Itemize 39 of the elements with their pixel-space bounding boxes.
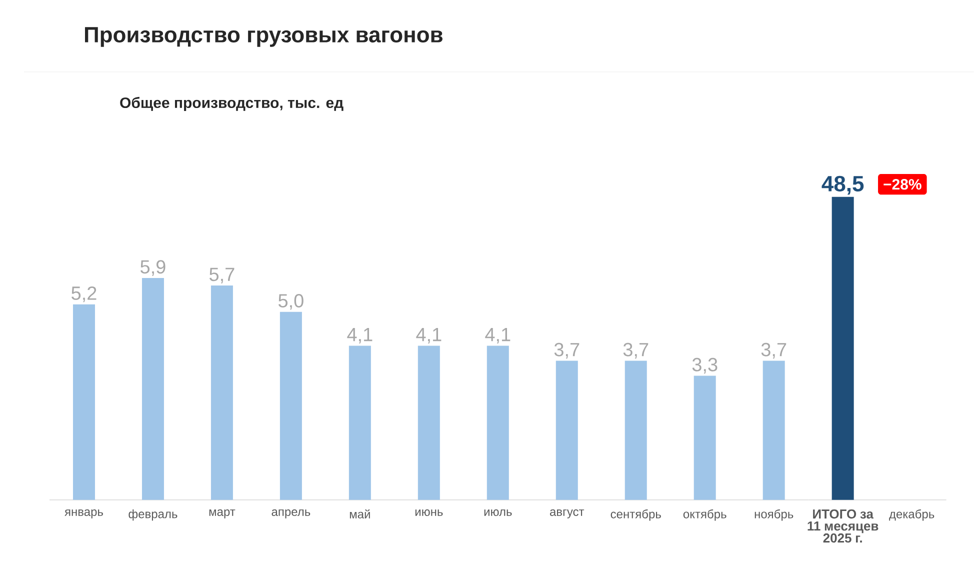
bar — [72, 304, 95, 500]
x-tick-label: январь — [64, 509, 103, 518]
data-label: 4,1 — [347, 328, 372, 344]
bar — [694, 376, 716, 500]
bar — [348, 346, 371, 500]
data-label: 5,7 — [210, 268, 234, 284]
bar — [210, 286, 233, 500]
bar — [142, 278, 164, 500]
x-tick-label: июль — [484, 509, 512, 516]
data-label: 48,5 — [822, 176, 864, 195]
data-label: 5,2 — [72, 286, 96, 302]
data-label: 3,7 — [554, 342, 580, 359]
data-label: 3,3 — [692, 358, 718, 374]
x-tick-label: декабрь — [889, 509, 934, 521]
x-tick-label: октябрь — [683, 509, 726, 521]
x-tick-label: ИТОГО за 11 месяцев 2025 г. — [808, 509, 878, 543]
data-label: 4,1 — [416, 328, 442, 344]
data-label: 4,1 — [485, 328, 510, 344]
x-tick-label: сентябрь — [610, 509, 661, 521]
x-tick-label: август — [550, 509, 584, 518]
bar — [624, 360, 647, 500]
chart-title: Производство грузовых вагонов — [84, 27, 442, 47]
bar — [486, 346, 509, 500]
x-tick-label: май — [350, 509, 370, 518]
bar — [762, 360, 785, 500]
text: −28% — [884, 179, 922, 190]
data-label: 5,9 — [140, 260, 166, 276]
data-label: 3,7 — [761, 342, 786, 359]
x-tick-label: март — [209, 509, 236, 518]
chart-subtitle: Общее производство, тыс. ед — [120, 96, 344, 112]
x-tick-label: ноябрь — [754, 509, 794, 521]
x-tick-label: февраль — [128, 509, 178, 521]
bar — [418, 346, 440, 500]
bar — [280, 312, 302, 500]
bar — [556, 360, 578, 500]
data-label: 5,0 — [278, 294, 304, 310]
x-tick-label: апрель — [272, 509, 310, 518]
data-label: 3,7 — [623, 342, 648, 359]
x-tick-label: июнь — [415, 509, 443, 516]
